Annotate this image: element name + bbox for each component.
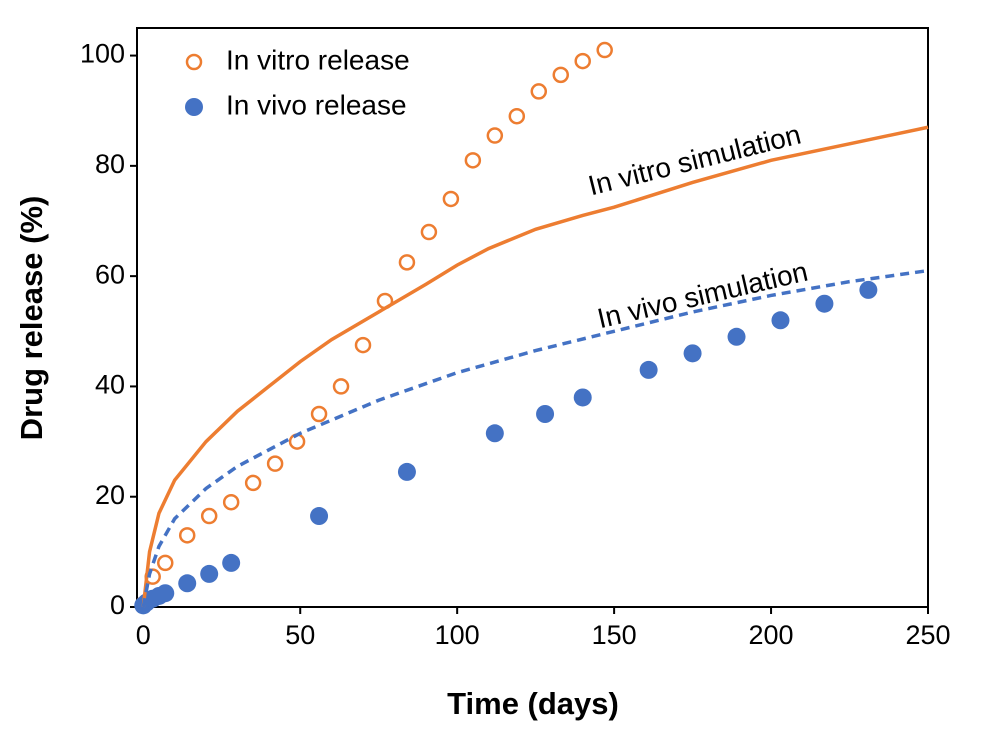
marker [310,405,328,423]
y-axis-title: Drug release (%) [14,196,49,441]
x-tick-label: 200 [749,620,794,650]
y-tick-label: 20 [95,480,125,510]
marker [200,507,218,525]
x-tick-label: 250 [905,620,950,650]
marker [156,584,175,603]
marker [222,553,241,572]
x-axis-title: Time (days) [447,686,619,721]
line [141,268,929,608]
marker [157,554,174,572]
marker [200,564,219,583]
marker [683,344,702,363]
y-tick-label: 100 [80,39,125,69]
marker [815,294,834,313]
marker [727,327,746,346]
marker [485,424,504,443]
y-tick-label: 40 [95,370,125,400]
legend-label: In vivo release [226,89,407,120]
legend-marker [185,53,203,71]
marker [508,107,526,125]
marker [420,223,438,241]
marker [178,527,196,544]
y-tick-label: 60 [95,259,125,289]
marker [442,190,460,208]
marker [354,336,372,354]
marker [536,405,555,423]
marker [596,41,613,59]
marker [397,462,416,481]
plot-frame [136,27,929,608]
x-tick-label: 100 [435,620,480,650]
x-tick-label: 0 [136,620,151,650]
y-tick-label: 0 [110,590,125,620]
x-tick-label: 150 [592,620,637,650]
marker [859,280,878,299]
marker [464,152,482,169]
marker [771,311,790,330]
marker [398,254,416,271]
line [141,125,929,608]
marker [530,83,548,100]
marker [574,52,591,70]
legend-marker [185,98,203,116]
legend-label: In vitro release [226,44,410,75]
marker [639,360,658,379]
marker [552,66,569,84]
marker [573,388,592,407]
x-tick-label: 50 [285,620,315,650]
marker [178,574,197,593]
marker [486,127,504,144]
y-tick-label: 80 [95,149,125,179]
marker [310,507,329,526]
marker [266,455,284,472]
marker [332,378,350,395]
marker [244,474,262,492]
marker [222,493,240,511]
